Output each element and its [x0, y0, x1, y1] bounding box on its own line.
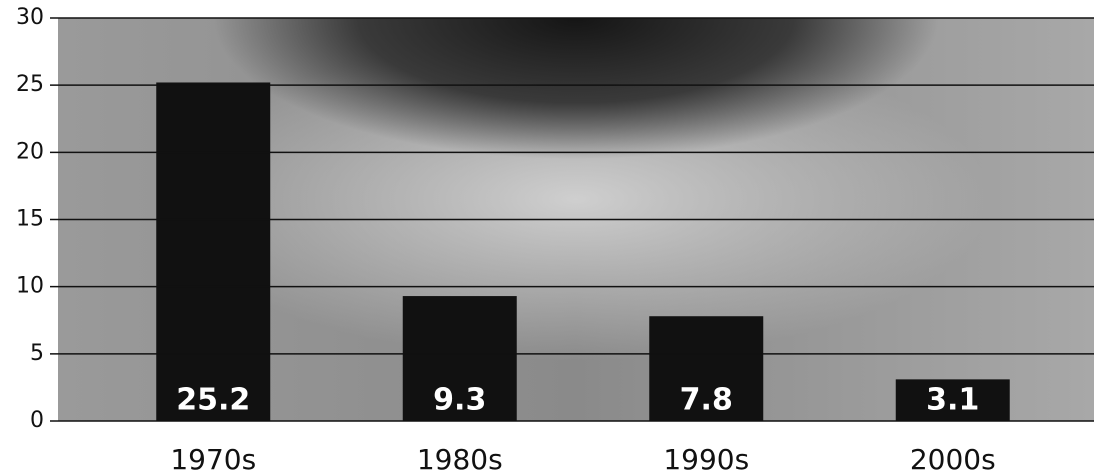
y-tick-label: 20: [16, 139, 44, 164]
y-tick-label: 15: [16, 207, 44, 232]
x-tick-label: 1990s: [663, 443, 749, 474]
page: {"chart_data": {"type": "bar", "categori…: [0, 0, 1094, 474]
chart: 25.2 1970s 9.3 1980s 7.8 1990s 3.1 2000s 0 5 10 15 2…: [0, 0, 1094, 474]
y-tick-label: 25: [16, 72, 44, 97]
x-tick-label: 1970s: [170, 443, 256, 474]
y-tick-label: 5: [30, 341, 44, 366]
value-label: 25.2: [176, 383, 250, 418]
value-label: 7.8: [680, 383, 733, 418]
y-tick-label: 0: [30, 408, 44, 433]
value-label: 3.1: [926, 383, 979, 418]
x-tick-label: 2000s: [910, 443, 996, 474]
y-tick-label: 30: [16, 5, 44, 30]
bar: [156, 82, 270, 421]
x-tick-label: 1980s: [417, 443, 503, 474]
value-label: 9.3: [433, 383, 486, 418]
y-tick-label: 10: [16, 274, 44, 299]
